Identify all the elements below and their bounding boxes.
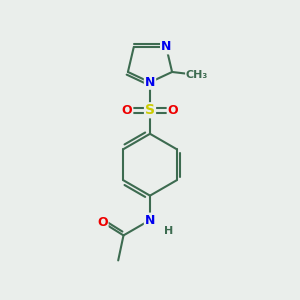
Text: CH₃: CH₃ bbox=[186, 70, 208, 80]
Text: O: O bbox=[168, 104, 178, 117]
Text: O: O bbox=[97, 216, 108, 229]
Text: S: S bbox=[145, 103, 155, 117]
Text: N: N bbox=[145, 76, 155, 89]
Text: N: N bbox=[145, 214, 155, 226]
Text: H: H bbox=[164, 226, 173, 236]
Text: O: O bbox=[122, 104, 132, 117]
Text: N: N bbox=[161, 40, 171, 53]
